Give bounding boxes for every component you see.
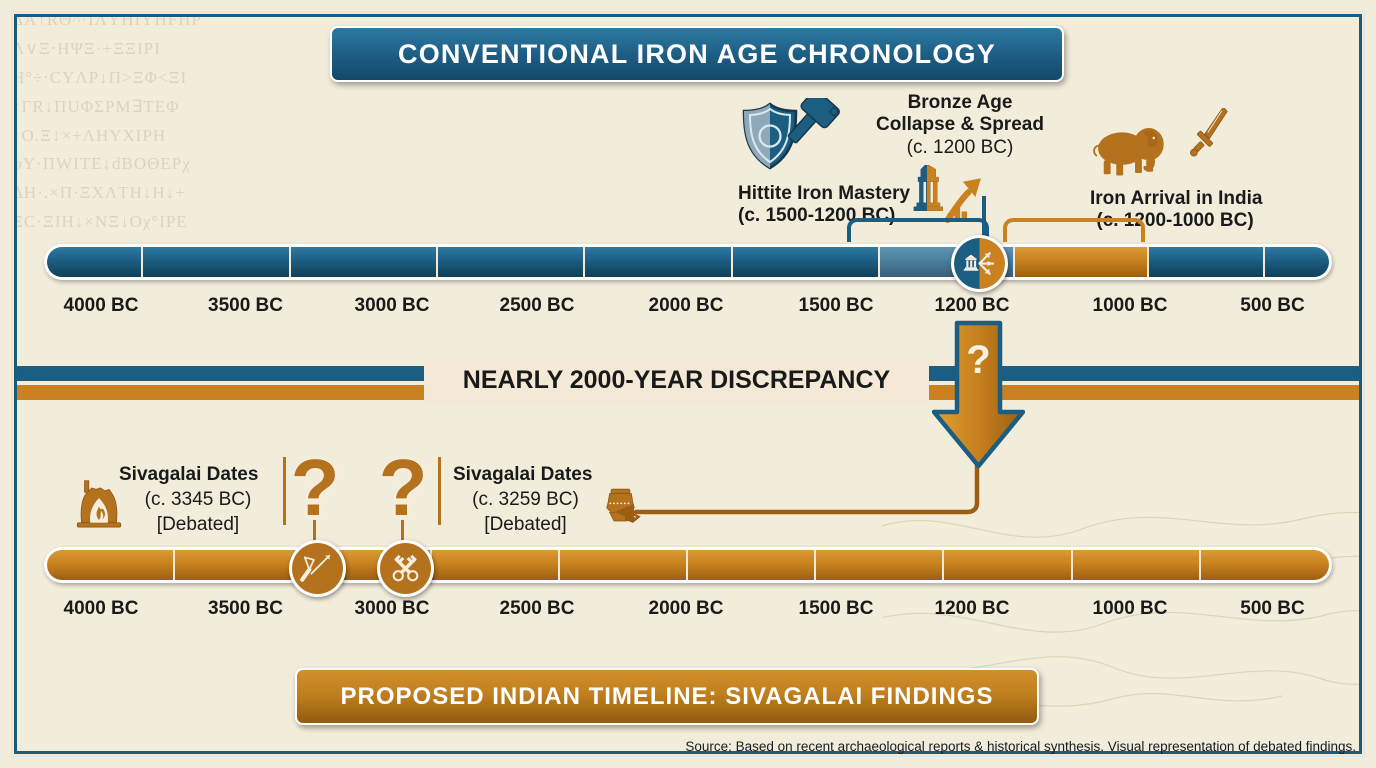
svg-text:?: ? <box>291 450 340 532</box>
